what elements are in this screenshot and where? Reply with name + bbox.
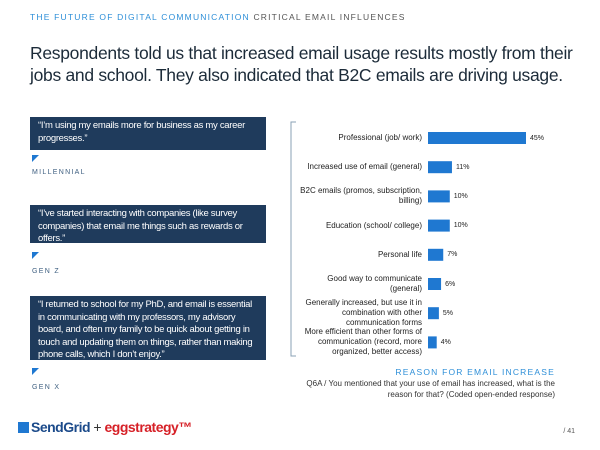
category-label: B2C emails (promos, subscription, billin… bbox=[300, 186, 422, 206]
value-label: 11% bbox=[455, 163, 470, 171]
category-label: Education (school/ college) bbox=[325, 220, 422, 230]
chart-title: REASON FOR EMAIL INCREASE bbox=[395, 367, 555, 377]
category-label: Generally increased, but use it in combi… bbox=[305, 298, 422, 328]
category-label: Good way to communicate (general) bbox=[327, 274, 422, 293]
segment: GEN X bbox=[32, 384, 61, 391]
subsection: CRITICAL EMAIL INFLUENCES bbox=[253, 12, 406, 22]
bar bbox=[428, 307, 439, 320]
logo-eggstrategy: eggstrategy™ bbox=[104, 419, 192, 435]
logo-plus: + bbox=[93, 419, 102, 435]
bar bbox=[428, 278, 442, 290]
category-label: Professional (job/ work) bbox=[338, 133, 422, 142]
category-label: Increased use of email (general) bbox=[307, 162, 422, 172]
bar bbox=[428, 336, 437, 349]
quote: “I’ve started interacting with companies… bbox=[30, 205, 266, 244]
value-label: 4% bbox=[440, 338, 451, 346]
quote-marker bbox=[32, 155, 39, 162]
bar bbox=[428, 132, 526, 144]
header: THE FUTURE OF DIGITAL COMMUNICATION CRIT… bbox=[30, 12, 406, 22]
value-label: 6% bbox=[445, 280, 456, 288]
bar bbox=[428, 219, 450, 232]
value-label: 45% bbox=[530, 134, 545, 142]
bar bbox=[428, 190, 450, 203]
value-label: 5% bbox=[442, 309, 453, 317]
category-label: More efficient than other forms of commu… bbox=[304, 327, 422, 357]
footnote: Q6A / You mentioned that your use of ema… bbox=[306, 379, 555, 399]
quote: “I’m using my emails more for business a… bbox=[30, 117, 266, 150]
quote: “I returned to school for my PhD, and em… bbox=[30, 296, 266, 360]
bar bbox=[428, 248, 444, 261]
headline: Respondents told us that increased email… bbox=[30, 43, 573, 85]
value-label: 10% bbox=[453, 222, 468, 230]
segment: MILLENNIAL bbox=[32, 169, 86, 176]
logo: SendGrid + eggstrategy™ bbox=[18, 419, 192, 435]
quote-marker bbox=[32, 368, 39, 375]
category-label: Personal life bbox=[377, 249, 422, 259]
logo-icon bbox=[18, 422, 29, 433]
segment: GEN Z bbox=[32, 268, 60, 275]
section: THE FUTURE OF DIGITAL COMMUNICATION bbox=[30, 12, 250, 22]
logo-sendgrid: SendGrid bbox=[31, 419, 91, 435]
value-label: 7% bbox=[447, 251, 458, 259]
bar bbox=[428, 161, 452, 174]
quote-marker bbox=[32, 252, 39, 259]
value-label: 10% bbox=[453, 192, 468, 200]
page-number: / 41 bbox=[563, 428, 575, 435]
bracket bbox=[290, 121, 296, 357]
